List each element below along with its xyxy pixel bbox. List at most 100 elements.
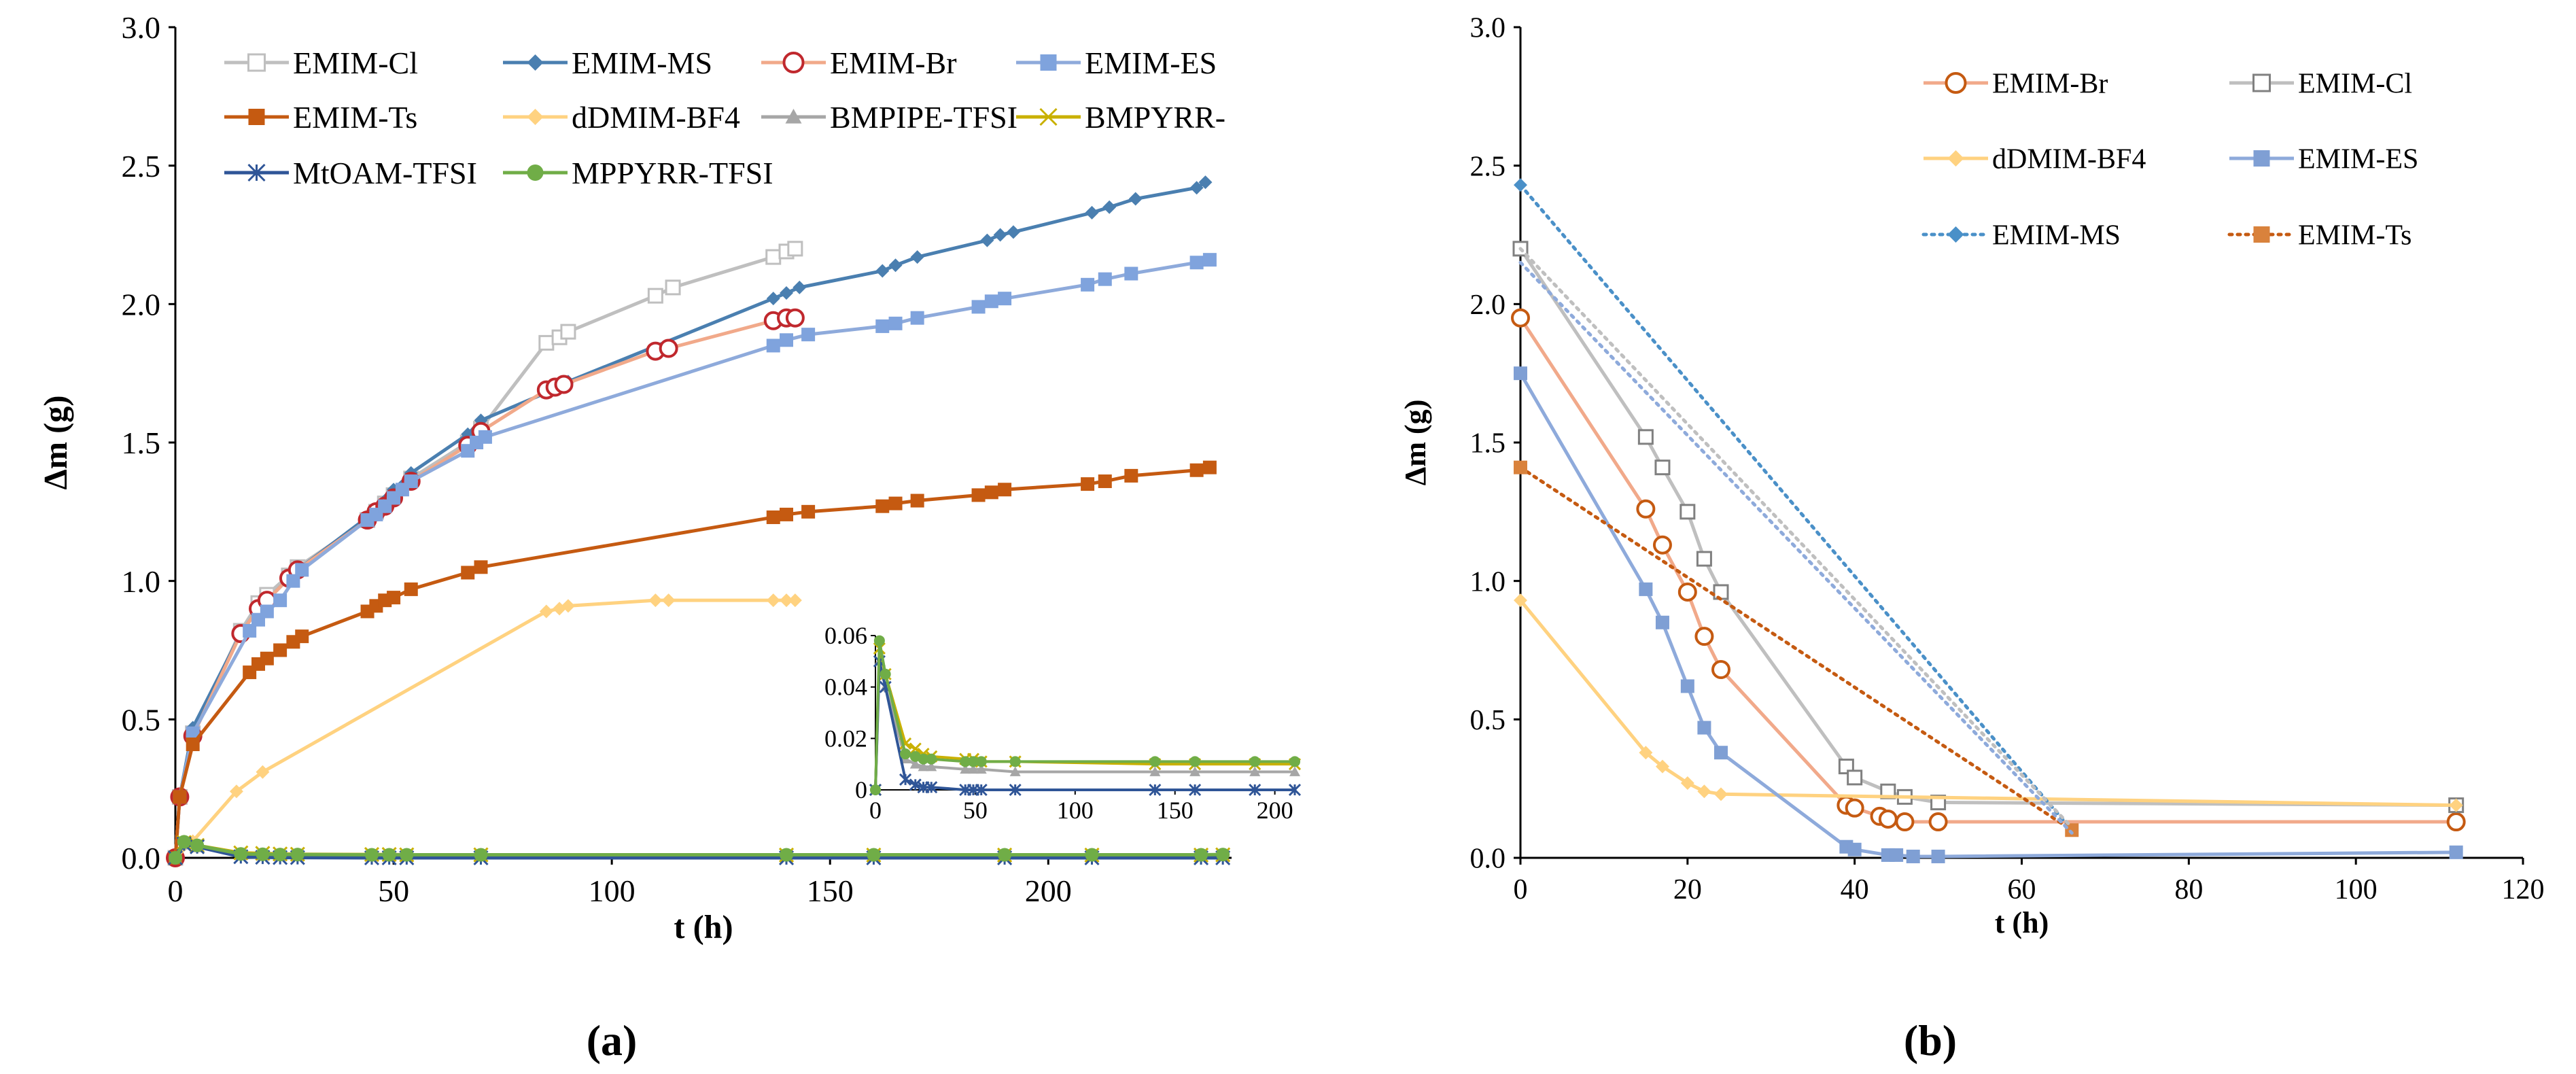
inset-data-point: [1149, 766, 1161, 776]
legend-marker: [527, 109, 544, 125]
data-point: [793, 280, 807, 294]
legend-marker: [248, 109, 265, 125]
legend-item-bmpyrr-tfsi: BMPYRR-: [1016, 100, 1225, 135]
series-line-emim-es: [173, 258, 1211, 859]
data-point: [1194, 848, 1208, 862]
inset-data-point: [873, 635, 885, 646]
y-tick-label: 1.5: [122, 426, 161, 460]
data-point: [980, 233, 994, 247]
series-line-ddmim-bf4: [174, 598, 795, 859]
data-point: [1847, 842, 1862, 856]
inset-data-point: [960, 756, 971, 767]
y-tick-label: 2.5: [122, 149, 161, 184]
legend-marker: [782, 52, 805, 73]
legend-item-emim-es: EMIM-ES: [1016, 46, 1217, 80]
inset-data-point: [899, 773, 912, 786]
y-tick-label: 3.0: [1470, 13, 1506, 44]
series-line-ddmim-bf4: [1519, 599, 2456, 808]
data-point: [1677, 582, 1697, 602]
inset-data-point: [975, 783, 988, 797]
data-point: [538, 334, 555, 351]
data-point: [234, 847, 248, 861]
data-point: [780, 333, 794, 347]
legend-marker: [2253, 226, 2270, 243]
data-point: [1890, 848, 1904, 862]
legend-label: EMIM-MS: [572, 46, 712, 80]
y-tick-label: 2.5: [1470, 151, 1506, 182]
inset-y-tick-label: 0.06: [824, 622, 867, 649]
data-point: [1931, 849, 1945, 863]
series-emim-es: [1514, 366, 2463, 863]
inset-data-point: [1009, 756, 1021, 767]
data-point: [1697, 721, 1711, 735]
inset-data-point: [926, 761, 937, 772]
data-point: [1696, 551, 1712, 567]
series-emim-es: [169, 253, 1217, 865]
data-point: [647, 288, 663, 304]
inset-x-tick-label: 150: [1157, 797, 1194, 824]
panel-a-caption: (a): [587, 1016, 638, 1064]
legend-label: dDMIM-BF4: [1992, 144, 2146, 175]
data-point: [1198, 175, 1213, 190]
data-point: [1928, 812, 1948, 832]
data-point: [1189, 181, 1204, 195]
legend-label: BMPIPE-TFSI: [830, 100, 1017, 135]
legend-item-ddmim-bf4: dDMIM-BF4: [503, 100, 740, 135]
data-point: [539, 604, 553, 619]
y-axis-label: Δm (g): [38, 396, 74, 490]
data-point: [659, 339, 678, 358]
legend-label: EMIM-Cl: [2298, 69, 2412, 100]
x-tick-label: 60: [2008, 874, 2036, 905]
data-point: [186, 737, 200, 751]
data-point: [1189, 256, 1204, 270]
legend-label: BMPYRR-: [1085, 100, 1225, 135]
data-point: [1679, 504, 1696, 520]
data-point: [1098, 272, 1112, 286]
x-tick-label: 80: [2174, 874, 2203, 905]
inset-data-point: [880, 668, 891, 680]
data-point: [867, 848, 881, 862]
data-point: [875, 319, 890, 333]
series-line-emim-ts: [1518, 466, 2074, 832]
legend-item-bmpipe-tfsi: BMPIPE-TFSI: [761, 100, 1017, 135]
inset-data-point: [1288, 783, 1302, 797]
panel-b-caption: (b): [1904, 1016, 1957, 1064]
series-line-emim-cl-dotted: [1518, 247, 2074, 829]
legend-marker: [247, 163, 266, 182]
inset-data-point: [1009, 783, 1022, 797]
data-point: [888, 316, 903, 330]
series-line-emim-es: [1518, 372, 2456, 859]
data-point: [1636, 499, 1656, 519]
x-tick-label: 120: [2502, 874, 2545, 905]
inset-series-bmpipe-tfsi: [870, 655, 1300, 795]
legend-marker: [2252, 73, 2271, 92]
y-tick-label: 0.0: [1470, 844, 1506, 875]
data-point: [984, 294, 998, 309]
series-line-emim-ts: [173, 466, 1211, 859]
data-point: [1189, 463, 1204, 477]
inset-data-point: [909, 778, 922, 791]
data-point: [554, 375, 574, 394]
series-line-mppyrr-tfsi: [173, 839, 1223, 859]
data-point: [478, 430, 492, 444]
series-ddmim-bf4: [169, 593, 802, 865]
data-point: [1652, 535, 1672, 555]
x-tick-label: 20: [1673, 874, 1702, 905]
inset-series-line: [874, 648, 1295, 791]
data-point: [387, 591, 401, 605]
inset-data-point: [1249, 766, 1261, 776]
data-point: [780, 507, 794, 521]
data-point: [984, 485, 998, 500]
data-point: [787, 241, 803, 257]
legend-marker: [1040, 54, 1057, 71]
data-point: [780, 286, 794, 300]
inset-data-point: [1149, 783, 1162, 797]
data-point: [766, 292, 780, 306]
data-point: [1711, 660, 1730, 680]
series-emim-cl-dotted: [1518, 247, 2074, 829]
data-point: [169, 851, 182, 865]
data-point: [766, 510, 780, 524]
inset-series-mtoam-tfsi: [869, 655, 1302, 797]
data-point: [971, 488, 986, 502]
y-tick-label: 0.5: [122, 702, 161, 737]
